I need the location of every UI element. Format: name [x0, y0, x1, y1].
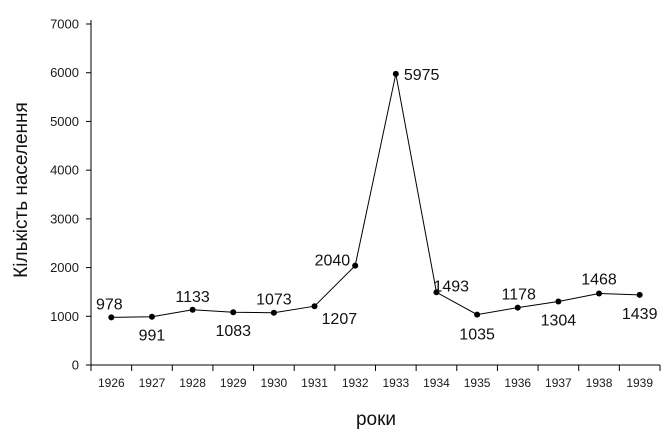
y-tick-label: 7000	[50, 17, 79, 32]
data-label: 1207	[322, 311, 358, 328]
data-point	[189, 306, 196, 313]
x-tick-label: 1934	[423, 376, 450, 390]
x-axis-title: роки	[356, 409, 396, 430]
data-label: 1493	[433, 278, 469, 295]
data-label: 2040	[315, 253, 351, 270]
x-tick-label: 1930	[261, 376, 288, 390]
y-axis-title: Кількість населення	[11, 102, 32, 278]
y-axis: 0 1000 2000 3000 4000 5000 6000 7000	[50, 17, 92, 373]
data-label: 1178	[502, 287, 537, 304]
x-axis: 1926 1927 1928 1929 1930 1931 1932 1933 1934 1935…	[90, 364, 661, 390]
y-tick-label: 1000	[50, 309, 79, 324]
data-label: 1073	[256, 292, 292, 309]
data-labels-group: 978 991 1133 1083 1073 1207 2040 5975 1493 1035 11…	[96, 67, 658, 345]
y-tick-label: 4000	[50, 163, 79, 178]
series-line-group	[108, 70, 643, 321]
data-point	[230, 309, 237, 316]
data-label: 1083	[215, 323, 251, 340]
x-tick-label: 1931	[301, 376, 328, 390]
data-label: 1439	[622, 306, 658, 323]
data-point	[311, 303, 318, 310]
x-tick-label: 1926	[98, 376, 125, 390]
data-label: 1133	[175, 289, 210, 306]
data-point	[352, 262, 359, 269]
y-tick-label: 2000	[50, 260, 79, 275]
x-tick-label: 1933	[382, 376, 409, 390]
y-tick-label: 6000	[50, 65, 79, 80]
data-point	[108, 314, 115, 321]
data-point	[636, 291, 643, 298]
data-point	[270, 309, 277, 316]
data-point	[433, 289, 440, 296]
data-point	[596, 290, 603, 297]
series-line	[111, 73, 640, 318]
x-tick-label: 1935	[464, 376, 491, 390]
data-label: 978	[96, 296, 123, 313]
data-point	[514, 304, 521, 311]
x-tick-label: 1927	[139, 376, 166, 390]
data-label: 1035	[459, 327, 495, 344]
x-tick-label: 1939	[626, 376, 653, 390]
data-point	[474, 311, 481, 318]
data-label: 5975	[404, 67, 440, 84]
data-point	[555, 298, 562, 305]
x-tick-label: 1938	[586, 376, 613, 390]
data-label: 1304	[541, 312, 577, 329]
y-tick-label: 5000	[50, 114, 79, 129]
data-label: 1468	[581, 271, 617, 288]
x-tick-label: 1932	[342, 376, 369, 390]
y-tick-label: 0	[72, 358, 79, 373]
data-point	[392, 70, 399, 77]
x-tick-label: 1936	[504, 376, 531, 390]
x-tick-label: 1937	[545, 376, 572, 390]
data-label: 991	[139, 328, 166, 345]
y-tick-label: 3000	[50, 211, 79, 226]
x-tick-label: 1928	[179, 376, 206, 390]
x-tick-label: 1929	[220, 376, 247, 390]
data-point	[148, 313, 155, 320]
